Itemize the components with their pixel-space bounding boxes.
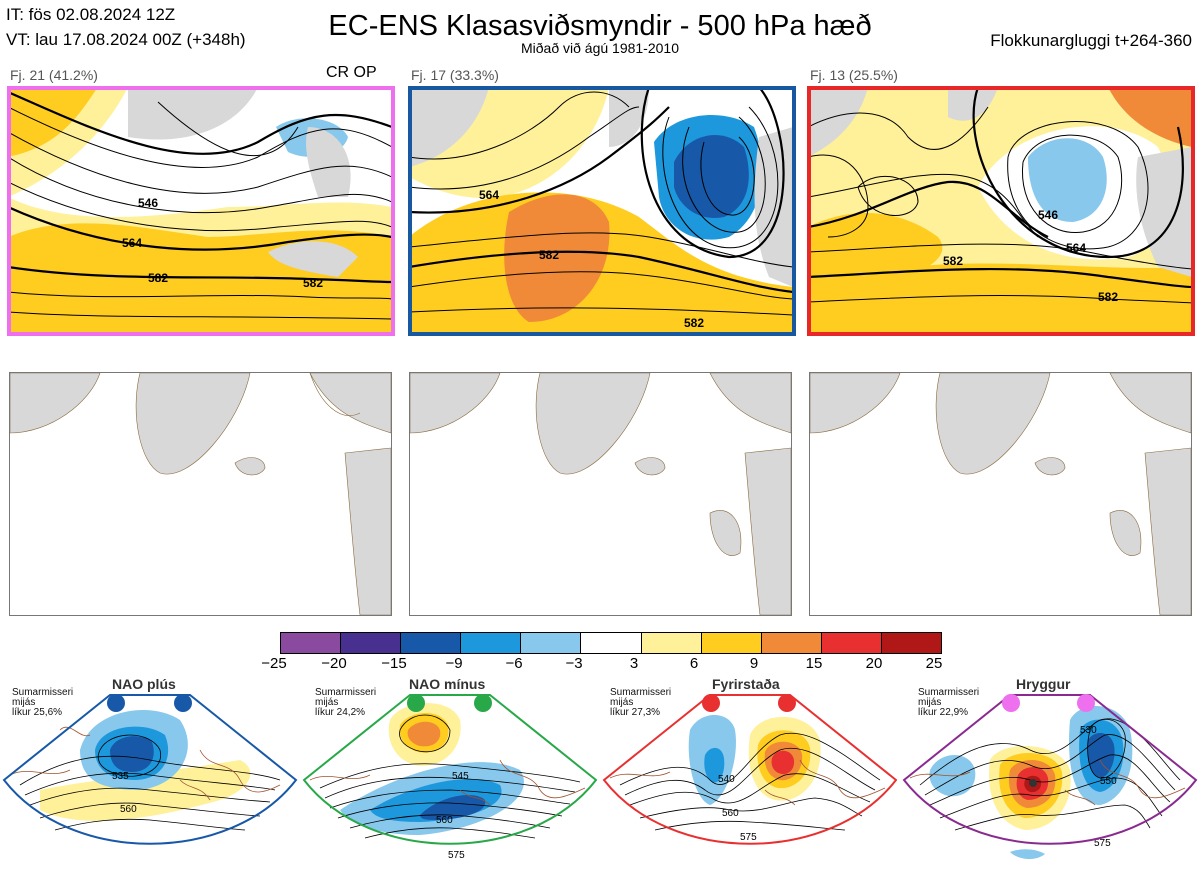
cluster-1-contour-582a: 582 [148, 271, 168, 285]
cluster-1-tag: CR OP [326, 64, 377, 81]
colorbar-swatch [401, 633, 462, 653]
cluster-map-3: 546 564 582 582 [808, 87, 1192, 332]
cluster-2-contour-582a: 582 [539, 248, 559, 262]
regime-4-dot-right [1077, 694, 1095, 712]
regime-2-info: Sumarmisseri mijás líkur 24,2% [315, 687, 377, 718]
regime-map-3: 540 560 575 [600, 690, 900, 870]
regime-1-dot-left [107, 694, 125, 712]
valid-time: VT: lau 17.08.2024 00Z (+348h) [6, 30, 246, 49]
regime-1-info: Sumarmisseri mijás líkur 25,6% [12, 687, 74, 718]
colorbar-tick: 9 [749, 655, 759, 672]
colorbar-tick: −6 [505, 655, 523, 672]
anomaly-map-1 [9, 372, 392, 616]
regime-3-info: Sumarmisseri mijás líkur 27,3% [610, 687, 672, 718]
anomaly-map-2 [409, 372, 792, 616]
page-subtitle: Miðað við ágú 1981-2010 [520, 40, 679, 56]
colorbar-swatch [281, 633, 342, 653]
regime-2-label-3: 575 [448, 850, 465, 861]
regime-3-dot-left [702, 694, 720, 712]
colorbar-tick: 25 [925, 655, 943, 672]
regime-map-4: 530 550 575 [900, 690, 1200, 870]
regime-2-dot-left [407, 694, 425, 712]
page-title: EC-ENS Klasasviðsmyndir - 500 hPa hæð [328, 10, 872, 42]
regime-map-2: 545 560 575 [300, 690, 600, 870]
regime-3-label-2: 560 [722, 808, 739, 819]
colorbar-tick: 15 [805, 655, 823, 672]
cluster-1-contour-564: 564 [122, 236, 142, 250]
cluster-3-contour-582b: 582 [1098, 290, 1118, 304]
colorbar-swatch [881, 633, 942, 653]
cluster-3-frame [807, 86, 1195, 336]
colorbar-tick: 3 [629, 655, 639, 672]
cluster-1-contour-582b: 582 [303, 276, 323, 290]
cluster-map-1: 546 564 582 582 [8, 87, 392, 332]
regime-3-dot-right [778, 694, 796, 712]
cluster-1-label: Fj. 21 (41.2%) [10, 67, 98, 83]
regime-4-title: Hryggur [1016, 676, 1071, 692]
cluster-2-contour-582b: 582 [684, 316, 704, 330]
anomaly-map-3 [809, 372, 1192, 616]
colorbar-swatch [761, 633, 822, 653]
colorbar-tick: −3 [565, 655, 583, 672]
regime-2-label-2: 560 [436, 815, 453, 826]
cluster-3-contour-546: 546 [1038, 208, 1058, 222]
regime-2-label-1: 545 [452, 771, 469, 782]
cluster-3-contour-564: 564 [1066, 241, 1086, 255]
regime-1-label-1: 535 [112, 771, 129, 782]
regime-1-label-2: 560 [120, 804, 137, 815]
regime-3-label-3: 575 [740, 832, 757, 843]
regime-4-dot-left [1002, 694, 1020, 712]
regime-map-1: 535 560 [0, 690, 300, 870]
cluster-1-frame [7, 86, 395, 336]
colorbar-swatch [701, 633, 762, 653]
colorbar-swatch [461, 633, 522, 653]
cluster-3-contour-582a: 582 [943, 254, 963, 268]
regime-1-title: NAO plús [112, 676, 176, 692]
colorbar-swatch [641, 633, 702, 653]
colorbar-tick: −15 [381, 655, 407, 672]
regime-4-label-2: 550 [1100, 776, 1117, 787]
colorbar-tick: −25 [261, 655, 287, 672]
colorbar [280, 632, 942, 654]
colorbar-swatch [821, 633, 882, 653]
cluster-2-contour-564a: 564 [479, 188, 499, 202]
cluster-map-2: 564 582 582 [409, 87, 793, 332]
regime-4-info: Sumarmisseri mijás líkur 22,9% [918, 687, 980, 718]
regime-2-dot-right [474, 694, 492, 712]
regime-4-label-1: 530 [1080, 725, 1097, 736]
regime-2-title: NAO mínus [409, 676, 486, 692]
colorbar-tick: 20 [865, 655, 883, 672]
regime-3-title: Fyrirstaða [712, 676, 780, 692]
colorbar-swatch [341, 633, 402, 653]
colorbar-swatch [581, 633, 642, 653]
cluster-2-frame [408, 86, 796, 336]
regime-4-center-marker [1029, 779, 1037, 787]
initial-time: IT: fös 02.08.2024 12Z [6, 5, 176, 24]
colorbar-swatch [521, 633, 582, 653]
regime-3-label-1: 540 [718, 774, 735, 785]
cluster-2-label: Fj. 17 (33.3%) [411, 67, 499, 83]
classification-window: Flokkunargluggi t+264-360 [990, 31, 1192, 50]
cluster-1-contour-546: 546 [138, 196, 158, 210]
colorbar-tick: −20 [321, 655, 347, 672]
cluster-3-label: Fj. 13 (25.5%) [810, 67, 898, 83]
colorbar-tick: 6 [689, 655, 699, 672]
colorbar-tick: −9 [445, 655, 463, 672]
regime-1-dot-right [174, 694, 192, 712]
regime-4-label-3: 575 [1094, 838, 1111, 849]
